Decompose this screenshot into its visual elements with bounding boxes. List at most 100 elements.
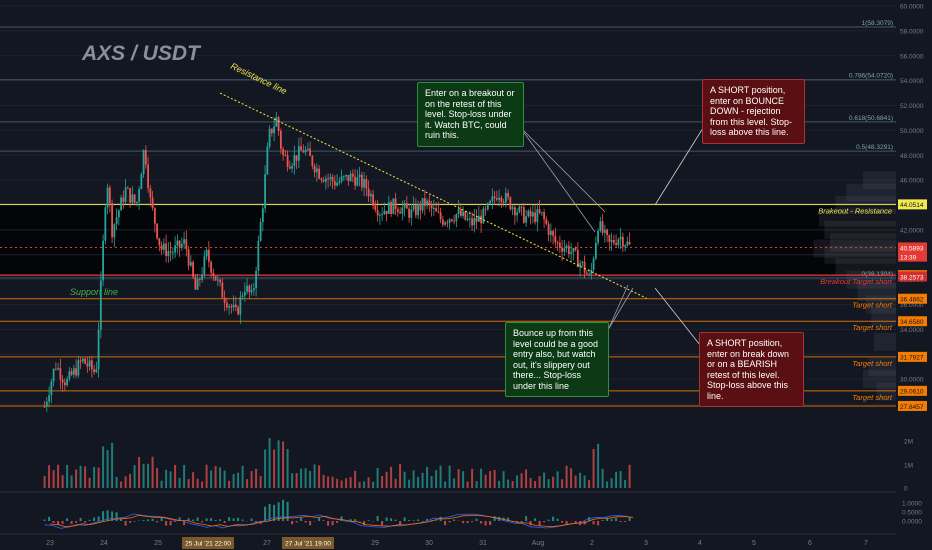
note-breakout-entry: Enter on a breakout or on the retest of … — [417, 82, 524, 147]
candle-body-96 — [259, 222, 262, 241]
candle-body-81 — [225, 302, 228, 308]
candle-body-163 — [410, 209, 413, 218]
candle-body-254 — [615, 243, 617, 245]
oscillator-bar-113 — [552, 516, 555, 521]
candle-body-159 — [401, 207, 404, 214]
candle-body-49 — [153, 208, 156, 224]
oscillator-bar-20 — [133, 521, 136, 522]
candle-body-130 — [336, 182, 338, 186]
oscillator-bar-18 — [124, 521, 127, 526]
candle-body-232 — [565, 245, 568, 249]
volume-profile-bar-1 — [846, 183, 896, 202]
volume-bar-81 — [408, 479, 411, 488]
oscillator-bar-34 — [196, 517, 199, 521]
candle-body-244 — [592, 258, 595, 270]
volume-bar-64 — [331, 476, 334, 488]
level-label-3: Target short — [852, 323, 893, 332]
candle-body-64 — [187, 249, 190, 266]
volume-tick-2: 0 — [904, 486, 908, 493]
oscillator-bar-5 — [66, 518, 69, 521]
oscillator-bar-68 — [349, 519, 352, 521]
candle-body-128 — [331, 176, 334, 182]
volume-bar-50 — [268, 438, 271, 488]
oscillator-bar-108 — [529, 521, 532, 526]
x-tick-6: 29 — [371, 540, 379, 547]
price-label-bg-1 — [898, 242, 927, 253]
oscillator-bar-2 — [52, 521, 55, 524]
candle-body-146 — [372, 194, 374, 206]
candle-body-124 — [322, 179, 325, 182]
candle-body-180 — [448, 219, 451, 223]
oscillator-bar-38 — [214, 519, 217, 521]
candle-body-116 — [304, 149, 307, 153]
candle-body-174 — [435, 207, 437, 212]
volume-bar-121 — [588, 480, 591, 488]
volume-bar-46 — [250, 471, 253, 488]
candle-body-18 — [84, 358, 86, 364]
volume-bar-77 — [390, 466, 393, 488]
oscillator-tick-2: 0.0000 — [902, 519, 922, 526]
candle-body-82 — [228, 306, 230, 308]
volume-profile-bar-0 — [863, 171, 896, 190]
candle-body-194 — [480, 215, 482, 224]
candle-body-251 — [608, 235, 611, 242]
level-label-4: Target short — [852, 359, 893, 368]
volume-bar-83 — [417, 476, 420, 488]
candle-body-72 — [205, 249, 208, 257]
oscillator-bar-24 — [151, 518, 154, 521]
candle-body-218 — [534, 212, 536, 222]
candle-body-190 — [471, 218, 473, 226]
volume-bar-17 — [120, 481, 123, 488]
volume-bar-80 — [403, 471, 406, 488]
candle-body-98 — [264, 174, 266, 209]
volume-bar-8 — [79, 465, 82, 488]
candle-body-182 — [453, 220, 455, 222]
x-tick-2: 25 — [154, 540, 162, 547]
volume-bar-67 — [345, 478, 348, 488]
candle-body-259 — [626, 241, 629, 246]
volume-bar-39 — [219, 467, 222, 488]
candle-body-50 — [156, 223, 158, 239]
volume-bar-4 — [61, 475, 64, 488]
volume-bar-98 — [484, 474, 487, 488]
candle-body-236 — [574, 248, 577, 251]
candle-body-84 — [232, 304, 235, 308]
note-short-bounce: A SHORT position, enter on BOUNCE DOWN -… — [702, 79, 805, 144]
oscillator-bar-86 — [430, 520, 433, 521]
candle-body-43 — [140, 173, 143, 190]
x-tick-7: 30 — [425, 540, 433, 547]
candle-body-56 — [169, 251, 172, 253]
candle-body-137 — [351, 173, 354, 177]
price-label-bg-4 — [898, 271, 927, 282]
volume-bar-58 — [304, 468, 307, 488]
volume-bar-62 — [322, 474, 325, 488]
candle-body-188 — [466, 218, 469, 220]
candle-body-121 — [315, 168, 318, 173]
candle-body-141 — [360, 174, 363, 188]
volume-bar-73 — [372, 481, 375, 488]
candle-body-147 — [374, 205, 377, 210]
oscillator-bar-103 — [507, 517, 510, 521]
candle-body-176 — [439, 212, 442, 220]
level-label-2: Target short — [852, 301, 893, 310]
volume-bar-48 — [259, 476, 262, 488]
y-tick-9: 42.0000 — [900, 227, 924, 234]
oscillator-bar-26 — [160, 517, 163, 521]
candle-body-61 — [180, 243, 183, 248]
oscillator-bar-17 — [120, 518, 123, 521]
volume-bar-61 — [318, 465, 321, 488]
y-tick-7: 46.0000 — [900, 178, 924, 185]
oscillator-bar-6 — [70, 521, 73, 525]
pointer-note1-b — [519, 126, 596, 233]
volume-bar-66 — [340, 480, 343, 488]
volume-bar-104 — [511, 481, 514, 488]
volume-bar-75 — [381, 475, 384, 488]
pointer-note1-a — [519, 126, 606, 213]
volume-bar-89 — [444, 481, 447, 488]
oscillator-bar-58 — [304, 521, 307, 523]
candle-body-66 — [192, 261, 194, 278]
oscillator-bar-37 — [210, 518, 213, 521]
candle-body-179 — [446, 222, 449, 224]
volume-profile-bar-3 — [819, 208, 896, 227]
candle-body-118 — [309, 148, 311, 157]
